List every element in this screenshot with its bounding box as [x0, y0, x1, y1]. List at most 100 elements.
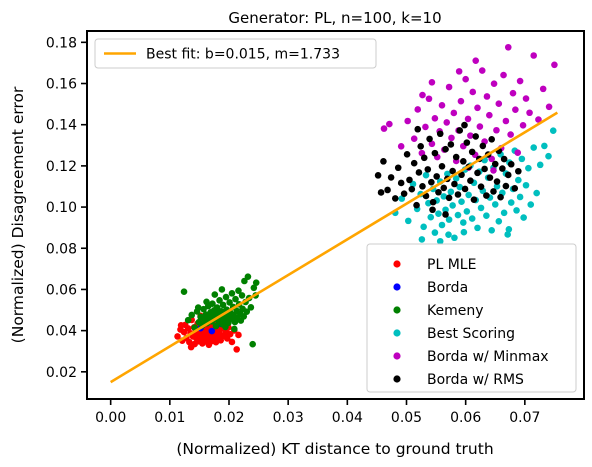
point-best-scoring — [491, 201, 499, 208]
point-best-scoring — [398, 195, 406, 202]
point-borda-w-rms — [429, 206, 436, 214]
point-borda-w-minmax — [422, 123, 429, 131]
point-borda-w-minmax — [380, 125, 388, 132]
point-best-scoring — [454, 211, 462, 219]
point-borda-w-minmax — [519, 122, 527, 129]
point-best-scoring — [477, 204, 485, 212]
point-borda-w-rms — [479, 142, 487, 150]
point-kemeny — [238, 292, 246, 299]
point-pl-mle — [184, 325, 192, 332]
x-axis-label: (Normalized) KT distance to ground truth — [176, 440, 493, 458]
point-borda-w-rms — [433, 173, 440, 180]
point-kemeny — [218, 286, 226, 293]
point-best-scoring — [536, 161, 544, 169]
point-kemeny — [235, 287, 242, 294]
point-borda-w-rms — [387, 174, 395, 181]
point-borda-w-minmax — [526, 109, 533, 117]
point-borda-w-rms — [461, 121, 468, 129]
point-borda-w-rms — [420, 154, 428, 162]
point-borda-w-minmax — [514, 149, 522, 157]
point-borda-w-minmax — [493, 126, 500, 134]
point-kemeny — [247, 304, 255, 311]
legend-label-borda-rms: Borda w/ RMS — [427, 372, 524, 388]
point-borda-w-rms — [504, 171, 512, 179]
point-kemeny — [200, 305, 207, 313]
point-borda-w-rms — [429, 198, 437, 206]
point-borda-w-minmax — [455, 68, 463, 75]
x-tick-label: 0.02 — [213, 410, 244, 426]
point-kemeny — [184, 316, 192, 324]
point-best-scoring — [431, 229, 439, 236]
point-borda-w-minmax — [504, 43, 512, 51]
point-borda-w-minmax — [502, 117, 510, 125]
point-kemeny — [219, 301, 227, 309]
point-borda-w-rms — [403, 151, 411, 158]
point-best-scoring — [483, 212, 490, 220]
legend-swatch-best-scoring — [393, 329, 401, 337]
point-best-scoring — [493, 182, 501, 190]
point-pl-mle — [177, 321, 185, 329]
x-tick-label: 0.05 — [391, 410, 422, 426]
y-tick-label: 0.10 — [46, 200, 77, 216]
legend-label-best-scoring: Best Scoring — [427, 326, 515, 342]
point-best-scoring — [541, 142, 548, 150]
y-tick-label: 0.18 — [46, 35, 77, 51]
point-best-scoring — [549, 127, 557, 134]
point-best-scoring — [452, 175, 460, 182]
point-best-scoring — [545, 152, 552, 160]
point-best-scoring — [504, 231, 511, 238]
point-borda-w-minmax — [386, 120, 393, 128]
point-best-scoring — [513, 207, 520, 214]
point-best-scoring — [420, 223, 427, 231]
legend-label-borda-minmax: Borda w/ Minmax — [427, 349, 549, 365]
point-borda-w-rms — [436, 130, 444, 138]
y-tick-label: 0.12 — [46, 159, 77, 175]
scatter-points — [174, 43, 558, 353]
legend-swatch-borda-rms — [393, 375, 401, 383]
legend-swatch-pl-mle — [393, 260, 401, 268]
point-borda-w-rms — [493, 178, 501, 185]
point-borda-w-rms — [500, 155, 508, 163]
point-best-scoring — [422, 171, 430, 179]
point-best-scoring — [444, 170, 451, 178]
point-borda-w-rms — [486, 174, 494, 181]
point-best-scoring — [456, 183, 464, 191]
y-tick-label: 0.04 — [46, 324, 77, 340]
point-best-scoring — [445, 216, 453, 223]
point-borda-w-minmax — [419, 91, 426, 99]
point-borda-w-rms — [490, 188, 497, 195]
point-borda-w-rms — [460, 158, 467, 165]
point-borda-w-minmax — [397, 143, 405, 150]
y-tick-label: 0.08 — [46, 241, 77, 257]
point-best-scoring — [468, 215, 476, 222]
point-kemeny — [243, 308, 251, 315]
point-pl-mle — [174, 333, 181, 340]
point-kemeny — [240, 313, 248, 320]
point-borda-w-rms — [499, 165, 506, 172]
point-kemeny — [194, 304, 202, 311]
point-borda-w-minmax — [512, 106, 519, 113]
point-borda-w-rms — [477, 183, 485, 190]
point-kemeny — [244, 273, 252, 280]
point-borda-w-minmax — [428, 140, 436, 148]
point-borda-w-rms — [397, 179, 405, 187]
point-kemeny — [226, 299, 233, 306]
legend-swatch-kemeny — [393, 306, 401, 314]
point-borda-w-minmax — [431, 115, 439, 122]
point-borda-w-rms — [451, 180, 458, 188]
point-borda-w-minmax — [530, 52, 538, 59]
point-best-scoring — [527, 201, 535, 208]
point-best-scoring — [533, 189, 540, 197]
point-best-scoring — [488, 227, 496, 234]
point-best-scoring — [518, 155, 526, 163]
point-best-scoring — [442, 206, 449, 214]
point-kemeny — [231, 325, 238, 333]
point-best-scoring — [449, 202, 456, 209]
point-borda-w-rms — [431, 149, 439, 157]
point-kemeny — [188, 311, 196, 319]
point-borda-w-rms — [491, 160, 499, 168]
point-best-scoring — [440, 193, 448, 200]
point-borda-w-minmax — [495, 100, 503, 107]
point-best-scoring — [495, 217, 503, 225]
